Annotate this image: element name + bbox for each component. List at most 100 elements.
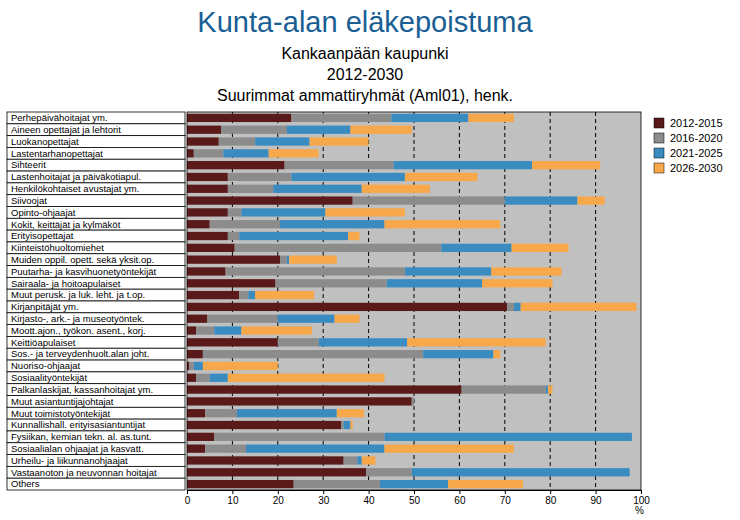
bar-segment [391,114,468,122]
bar-segment [280,256,287,264]
bar-segment [350,421,352,429]
label-box [7,336,185,348]
bar-segment [223,149,268,157]
label-box [7,147,185,159]
category-label: Lastentarhanopettajat [11,148,103,159]
label-box [7,242,185,254]
x-axis-title: % [635,505,644,516]
bar-segment [239,291,248,299]
bar-segment [187,421,341,429]
bar-segment [344,421,351,429]
label-box [7,266,185,278]
bar-segment [187,445,205,453]
category-label: Kirjasto-, ark.- ja museotyöntek. [11,313,145,324]
bar-segment [335,315,360,323]
bar-segment [187,267,226,275]
bar-segment [380,480,448,488]
tick: 10 [227,490,239,506]
bar-segment [255,291,314,299]
tick-mark [278,490,279,494]
category-label: Muut asiantuntijajohtajat [11,396,114,407]
bar-segment [246,445,384,453]
series [203,114,637,488]
plot-frame [187,112,641,490]
category-label: Luokanopettajat [11,136,79,147]
label-box [7,112,185,124]
bar-segment [241,208,325,216]
bar-segment [187,149,194,157]
label-box [7,372,185,384]
bar-segment [348,232,359,240]
category-label: Palkanlaskijat, kassanhoitajat ym. [11,384,153,395]
category-label: Kokit, keittäjät ja kylmäköt [11,219,121,230]
bar-segment [187,468,366,476]
bar-segment [196,326,214,334]
category-label: Muut perusk. ja luk. leht. ja t.op. [11,289,145,300]
category-label: Keittiöapulaiset [11,337,76,348]
label-box [7,301,185,313]
bar-segment [507,303,514,311]
bar-segment [187,173,228,181]
label-box [7,348,185,360]
bar-segment [187,220,210,228]
bar-segment [187,196,353,204]
chart: Kunta-alan eläkepoistumaKankaanpään kaup… [0,0,740,520]
bar-segment [319,338,408,346]
legend-label: 2021-2025 [670,147,723,159]
bar-segment [187,137,219,145]
tick-mark [232,490,233,494]
bar-segment [384,433,631,441]
tick-mark [505,490,506,494]
category-label: Others [11,478,40,489]
bar-segment [629,468,630,476]
bar-segment [462,385,546,393]
legend-item: 2012-2015 [654,117,723,129]
legend-swatch [654,118,664,128]
bar-segment [194,362,203,370]
bars [187,114,636,488]
tick: 20 [273,490,285,506]
bar-segment [187,456,344,464]
bar-segment [512,244,569,252]
bar-segment [237,409,337,417]
bar-segment [405,267,491,275]
label-box [7,207,185,219]
bar-segment [482,279,552,287]
category-label: Sihteerit [11,159,46,170]
bar-segment [441,244,511,252]
label-box [7,136,185,148]
axis-line [188,491,642,495]
bar-segment [407,338,545,346]
bar-segment [384,220,500,228]
category-label: Vastaanoton ja neuvonnan hoitajat [11,467,157,478]
bar-segment [187,126,221,134]
bar-segment [187,185,228,193]
bar-segment [291,114,391,122]
bar-segment [187,409,205,417]
bar-segment [239,232,348,240]
plot-background [187,112,641,490]
bar-segment [187,232,228,240]
label-box [7,431,185,443]
category-label: Aineen opettajat ja lehtorit [11,124,121,135]
category-label: Sairaala- ja hoitoapulaiset [11,278,121,289]
bar-segment [187,303,507,311]
bar-segment [366,468,411,476]
legend-item: 2021-2025 [654,147,723,159]
category-label: Henkilökohtaiset avustajat ym. [11,183,139,194]
bar-segment [278,338,319,346]
bar-segment [187,114,291,122]
legend-label: 2016-2020 [670,132,723,144]
bar-segment [221,126,287,134]
series [194,114,632,488]
bar-segment [394,161,532,169]
bar-segment [273,185,362,193]
title: Kunta-alan eläkepoistuma [197,6,533,38]
category-label: Urheilu- ja liikunnanohjaajat [11,455,128,466]
category-label: Sos.- ja terveydenhuolt.alan joht. [11,348,149,359]
bar-segment [241,326,311,334]
bar-segment [228,374,385,382]
bar-segment [532,161,600,169]
bar-segment [357,456,362,464]
bar-segment [235,244,442,252]
